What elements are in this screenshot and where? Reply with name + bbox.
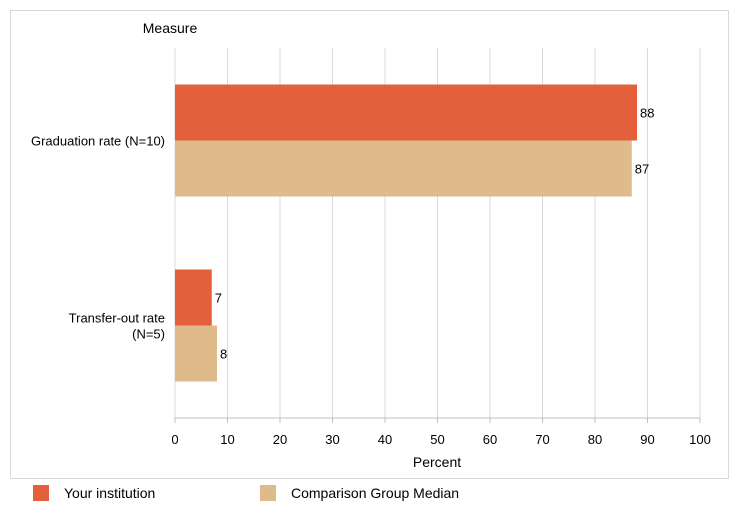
legend-item-comparison-group-median: Comparison Group Median — [260, 485, 459, 501]
category-label: Graduation rate (N=10) — [31, 134, 165, 149]
bars — [175, 84, 637, 382]
x-tick-label: 60 — [483, 432, 497, 447]
data-label: 8 — [220, 347, 227, 362]
x-tick-label: 30 — [325, 432, 339, 447]
bar — [175, 269, 212, 326]
data-label: 88 — [640, 106, 654, 121]
bar — [175, 84, 637, 141]
x-tick-labels: 0 10 20 30 40 50 60 70 80 90 100 — [171, 432, 710, 447]
x-tick-label: 40 — [378, 432, 392, 447]
legend: Your institution Comparison Group Median — [10, 478, 729, 508]
bar — [175, 140, 632, 197]
category-label: Transfer-out rate — [69, 311, 165, 326]
bar — [175, 325, 217, 382]
legend-swatch — [260, 485, 276, 501]
x-tick-label: 50 — [430, 432, 444, 447]
x-axis-title: Percent — [413, 454, 461, 470]
legend-label: Your institution — [64, 485, 156, 501]
data-label: 87 — [635, 162, 649, 177]
category-labels: Graduation rate (N=10) Transfer-out rate(… — [31, 134, 165, 342]
y-axis-title: Measure — [143, 20, 198, 36]
bar-chart: Measure 88 87 7 8 Graduation rate (N=10) Tra… — [31, 20, 711, 470]
category-label: (N=5) — [132, 327, 165, 342]
x-tick-label: 90 — [640, 432, 654, 447]
x-tick-label: 80 — [588, 432, 602, 447]
x-tick-label: 20 — [273, 432, 287, 447]
x-tick-label: 100 — [689, 432, 711, 447]
legend-item-your-institution: Your institution — [33, 485, 155, 501]
legend-label: Comparison Group Median — [291, 485, 460, 501]
x-tick-label: 70 — [535, 432, 549, 447]
data-labels: 88 87 7 8 — [215, 106, 655, 362]
legend-swatch — [33, 485, 49, 501]
x-tick-label: 0 — [171, 432, 178, 447]
data-label: 7 — [215, 291, 222, 306]
x-tick-label: 10 — [220, 432, 234, 447]
